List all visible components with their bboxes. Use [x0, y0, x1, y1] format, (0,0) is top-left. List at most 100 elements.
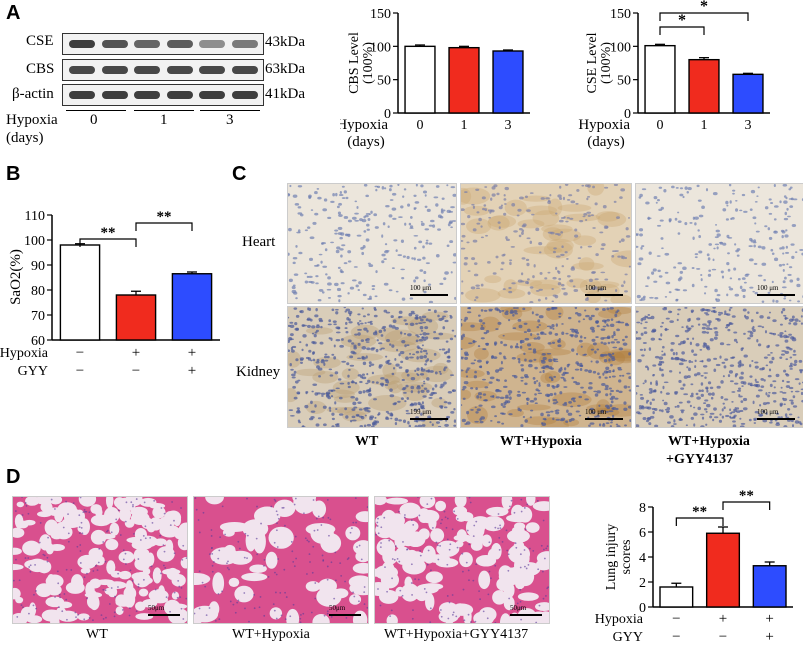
bar	[448, 46, 480, 114]
col-label-gyy-line1: WT+Hypoxia	[668, 434, 750, 449]
x-tick-label: 0	[657, 118, 664, 133]
heart-hypoxia-image	[460, 183, 632, 304]
y-tick-label: 6	[639, 526, 646, 541]
blot-band	[231, 66, 258, 74]
y-axis-label: CBS Level	[347, 32, 362, 94]
y-tick-label: 150	[610, 7, 631, 22]
kidney-gyy-image	[635, 306, 803, 428]
blot-band	[199, 66, 225, 74]
significance-label: *	[700, 0, 708, 15]
gyy-sign: −	[132, 363, 140, 379]
panel-label-b: B	[6, 163, 21, 185]
blot-band	[166, 91, 193, 99]
blot-band	[69, 91, 95, 99]
bar	[752, 565, 787, 608]
y-tick-label: 2	[639, 576, 646, 591]
significance-bracket	[659, 26, 705, 35]
y-tick-label: 150	[370, 7, 391, 22]
y-tick-label: 0	[624, 107, 631, 122]
tissue-texture	[194, 497, 368, 623]
gyy-row-label: GYY	[18, 364, 48, 379]
blot-label-actin: β-actin	[12, 86, 54, 102]
blot-label-cbs: CBS	[26, 61, 55, 77]
scale-kidney-1: 100 μm	[585, 408, 623, 420]
kda-cbs: 63kDa	[265, 61, 305, 77]
y-axis-label-group: CBS Level (100%)	[347, 32, 376, 94]
y-tick-label: 90	[31, 259, 45, 274]
scale-lung-2: 50μm	[510, 604, 542, 616]
blot-hypoxia-label: Hypoxia	[6, 112, 58, 128]
significance-bracket	[135, 222, 193, 231]
bar	[404, 45, 436, 114]
lane-group-line-1	[134, 110, 194, 111]
x-tick-label: 3	[505, 118, 512, 133]
blot-lane-3: 3	[226, 112, 234, 128]
kidney-wt-image	[287, 306, 457, 428]
col-label-hypoxia: WT+Hypoxia	[500, 434, 582, 449]
significance-label: **	[739, 490, 754, 504]
x-tick-label: 1	[461, 118, 468, 133]
lung-wt-image	[12, 496, 188, 624]
x-axis-sublabel: (days)	[587, 134, 625, 150]
blot-band	[134, 91, 160, 99]
blot-band	[69, 40, 95, 48]
bar	[492, 50, 524, 114]
y-axis-label: SaO2(%)	[8, 249, 24, 305]
y-axis-label-group: Lung injury scores	[604, 524, 634, 591]
y-tick-label: 100	[24, 234, 45, 249]
blot-strip-actin	[62, 84, 264, 106]
hypoxia-sign: +	[132, 345, 140, 361]
y-axis-label: Lung injury	[604, 524, 619, 591]
x-tick-label: 0	[417, 118, 424, 133]
lung-caption-wt: WT	[86, 627, 108, 642]
lane-group-line-2	[200, 110, 260, 111]
blot-label-cse: CSE	[26, 33, 54, 49]
cse-level-chart: 0 50 100 150 0 1 3 Hypoxia(days) * * CSE Level (100…	[578, 0, 770, 150]
y-tick-label: 50	[617, 74, 631, 89]
x-axis-label: Hypoxia	[578, 117, 630, 133]
hypoxia-sign: +	[719, 611, 727, 627]
hypoxia-row-label: Hypoxia	[0, 346, 49, 361]
tissue-texture	[636, 184, 803, 303]
blot-band	[101, 66, 128, 74]
y-axis-sublabel: (100%)	[599, 42, 614, 84]
sao2-chart: 60 70 80 90 100 110 ** ** Hypoxia GYY − − + − + + SaO2(%…	[0, 209, 220, 379]
kda-cse: 43kDa	[265, 34, 305, 50]
y-tick-label: 8	[639, 501, 646, 516]
hypoxia-sign: −	[76, 345, 84, 361]
lung-caption-hypoxia: WT+Hypoxia	[232, 627, 310, 642]
bar	[659, 586, 694, 608]
scale-lung-1: 50μm	[329, 604, 361, 616]
gyy-sign: +	[765, 629, 773, 645]
kda-actin: 41kDa	[265, 86, 305, 102]
x-tick-label: 1	[701, 118, 708, 133]
bar	[59, 244, 101, 341]
cbs-level-chart: 0 50 100 150 0 1 3 Hypoxia(days) CBS Level (100%)	[340, 7, 530, 150]
tissue-texture	[288, 184, 456, 303]
tissue-texture	[461, 184, 631, 303]
heart-gyy-image	[635, 183, 803, 304]
tissue-texture	[13, 497, 187, 623]
significance-label: **	[101, 225, 116, 241]
y-tick-label: 110	[25, 209, 45, 224]
panel-label-a: A	[6, 2, 21, 24]
panel-label-c: C	[232, 163, 247, 185]
bar	[688, 58, 720, 114]
heart-wt-image	[287, 183, 457, 304]
bar	[171, 273, 213, 341]
panel-label-d: D	[6, 466, 21, 488]
tissue-texture	[288, 307, 456, 427]
x-axis-sublabel: (days)	[347, 134, 385, 150]
significance-label: **	[157, 209, 172, 225]
scale-kidney-0: 199 μm	[410, 408, 448, 420]
y-tick-label: 70	[31, 309, 45, 324]
blot-band	[134, 40, 160, 48]
gyy-sign: −	[672, 629, 680, 645]
blot-days-label: (days)	[6, 130, 44, 146]
y-axis-label-group: SaO2(%)	[8, 249, 24, 305]
y-axis-sublabel: scores	[619, 540, 634, 575]
significance-bracket	[722, 501, 771, 510]
bar	[644, 44, 676, 114]
hypoxia-sign: +	[765, 611, 773, 627]
gyy-row-label: GYY	[613, 630, 643, 645]
